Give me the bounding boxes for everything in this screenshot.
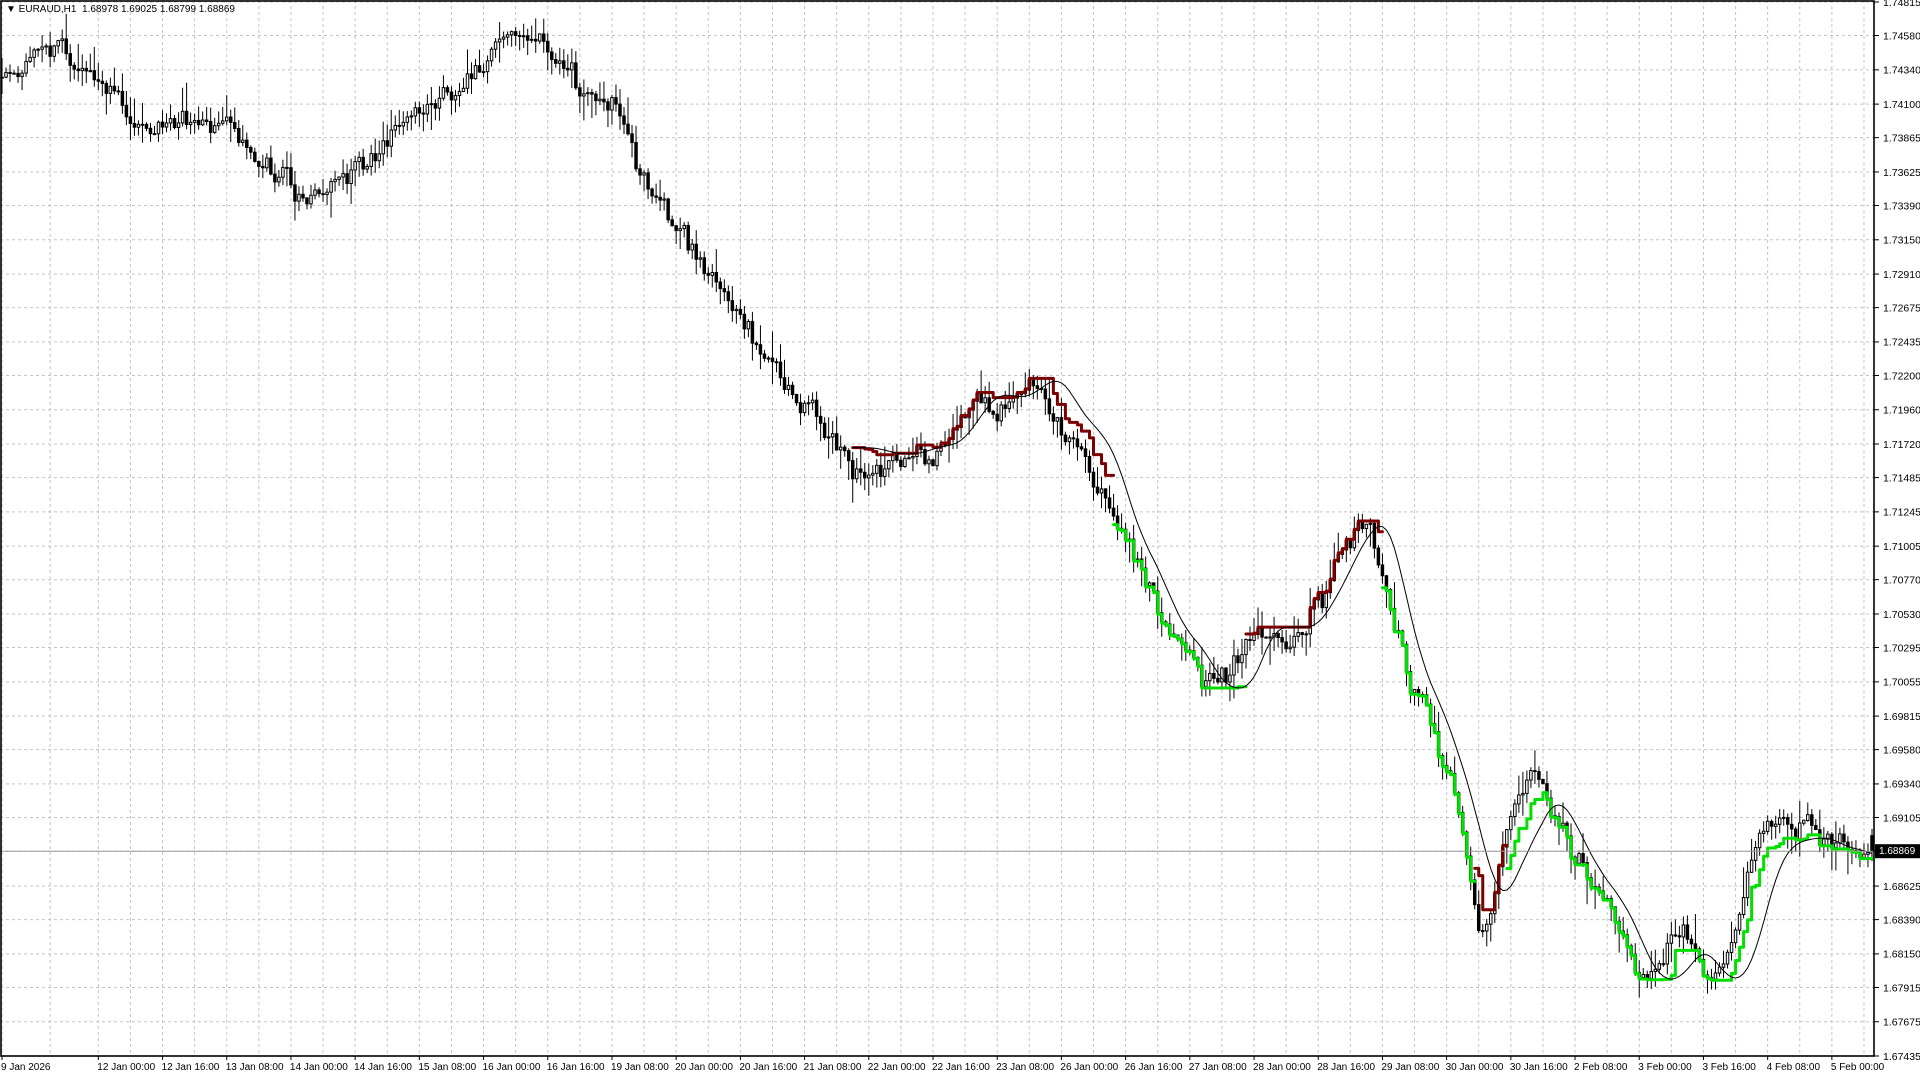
svg-text:22 Jan 16:00: 22 Jan 16:00: [932, 1062, 990, 1073]
svg-text:4 Feb 08:00: 4 Feb 08:00: [1767, 1062, 1821, 1073]
svg-text:1.70055: 1.70055: [1883, 677, 1920, 689]
svg-text:14 Jan 00:00: 14 Jan 00:00: [290, 1062, 348, 1073]
svg-text:15 Jan 08:00: 15 Jan 08:00: [418, 1062, 476, 1073]
svg-text:2 Feb 08:00: 2 Feb 08:00: [1574, 1062, 1628, 1073]
svg-text:1.74815: 1.74815: [1883, 0, 1920, 9]
svg-text:1.72910: 1.72910: [1883, 269, 1920, 281]
svg-text:1.73150: 1.73150: [1883, 235, 1920, 247]
svg-text:30 Jan 16:00: 30 Jan 16:00: [1510, 1062, 1568, 1073]
svg-text:1.73625: 1.73625: [1883, 167, 1920, 179]
svg-text:27 Jan 08:00: 27 Jan 08:00: [1189, 1062, 1247, 1073]
svg-text:28 Jan 00:00: 28 Jan 00:00: [1253, 1062, 1311, 1073]
svg-text:1.68150: 1.68150: [1883, 949, 1920, 961]
svg-text:1.71485: 1.71485: [1883, 472, 1920, 484]
svg-text:1.67675: 1.67675: [1883, 1017, 1920, 1029]
svg-text:1.73865: 1.73865: [1883, 132, 1920, 144]
svg-text:20 Jan 00:00: 20 Jan 00:00: [675, 1062, 733, 1073]
svg-text:20 Jan 16:00: 20 Jan 16:00: [739, 1062, 797, 1073]
svg-text:26 Jan 00:00: 26 Jan 00:00: [1060, 1062, 1118, 1073]
svg-text:1.72435: 1.72435: [1883, 337, 1920, 349]
svg-text:1.71720: 1.71720: [1883, 439, 1920, 451]
svg-text:12 Jan 16:00: 12 Jan 16:00: [162, 1062, 220, 1073]
svg-text:1.72200: 1.72200: [1883, 370, 1920, 382]
svg-text:1.67435: 1.67435: [1883, 1051, 1920, 1063]
svg-text:1.67915: 1.67915: [1883, 982, 1920, 994]
svg-text:29 Jan 08:00: 29 Jan 08:00: [1381, 1062, 1439, 1073]
svg-text:1.71960: 1.71960: [1883, 405, 1920, 417]
svg-text:1.70530: 1.70530: [1883, 609, 1920, 621]
svg-text:1.69580: 1.69580: [1883, 744, 1920, 756]
svg-text:1.70295: 1.70295: [1883, 642, 1920, 654]
svg-text:21 Jan 08:00: 21 Jan 08:00: [804, 1062, 862, 1073]
svg-text:12 Jan 00:00: 12 Jan 00:00: [97, 1062, 155, 1073]
svg-text:9 Jan 2026: 9 Jan 2026: [1, 1062, 51, 1073]
svg-text:1.69340: 1.69340: [1883, 779, 1920, 791]
svg-text:3 Feb 00:00: 3 Feb 00:00: [1638, 1062, 1692, 1073]
svg-text:1.68625: 1.68625: [1883, 881, 1920, 893]
svg-text:14 Jan 16:00: 14 Jan 16:00: [354, 1062, 412, 1073]
svg-text:19 Jan 08:00: 19 Jan 08:00: [611, 1062, 669, 1073]
svg-text:1.69105: 1.69105: [1883, 812, 1920, 824]
svg-text:3 Feb 16:00: 3 Feb 16:00: [1702, 1062, 1756, 1073]
svg-text:5 Feb 00:00: 5 Feb 00:00: [1831, 1062, 1885, 1073]
svg-text:1.74340: 1.74340: [1883, 65, 1920, 77]
svg-text:16 Jan 16:00: 16 Jan 16:00: [547, 1062, 605, 1073]
svg-text:1.73390: 1.73390: [1883, 200, 1920, 212]
svg-text:23 Jan 08:00: 23 Jan 08:00: [996, 1062, 1054, 1073]
svg-text:1.71245: 1.71245: [1883, 507, 1920, 519]
svg-text:1.70770: 1.70770: [1883, 575, 1920, 587]
svg-text:1.71005: 1.71005: [1883, 541, 1920, 553]
svg-text:1.69815: 1.69815: [1883, 711, 1920, 723]
svg-text:16 Jan 00:00: 16 Jan 00:00: [483, 1062, 541, 1073]
svg-text:30 Jan 00:00: 30 Jan 00:00: [1446, 1062, 1504, 1073]
svg-text:1.72675: 1.72675: [1883, 302, 1920, 314]
svg-text:26 Jan 16:00: 26 Jan 16:00: [1125, 1062, 1183, 1073]
svg-text:1.68390: 1.68390: [1883, 914, 1920, 926]
svg-text:28 Jan 16:00: 28 Jan 16:00: [1317, 1062, 1375, 1073]
svg-text:13 Jan 08:00: 13 Jan 08:00: [226, 1062, 284, 1073]
svg-text:1.68869: 1.68869: [1879, 846, 1916, 857]
svg-text:1.74580: 1.74580: [1883, 30, 1920, 42]
svg-text:1.74100: 1.74100: [1883, 99, 1920, 111]
svg-text:22 Jan 00:00: 22 Jan 00:00: [868, 1062, 926, 1073]
